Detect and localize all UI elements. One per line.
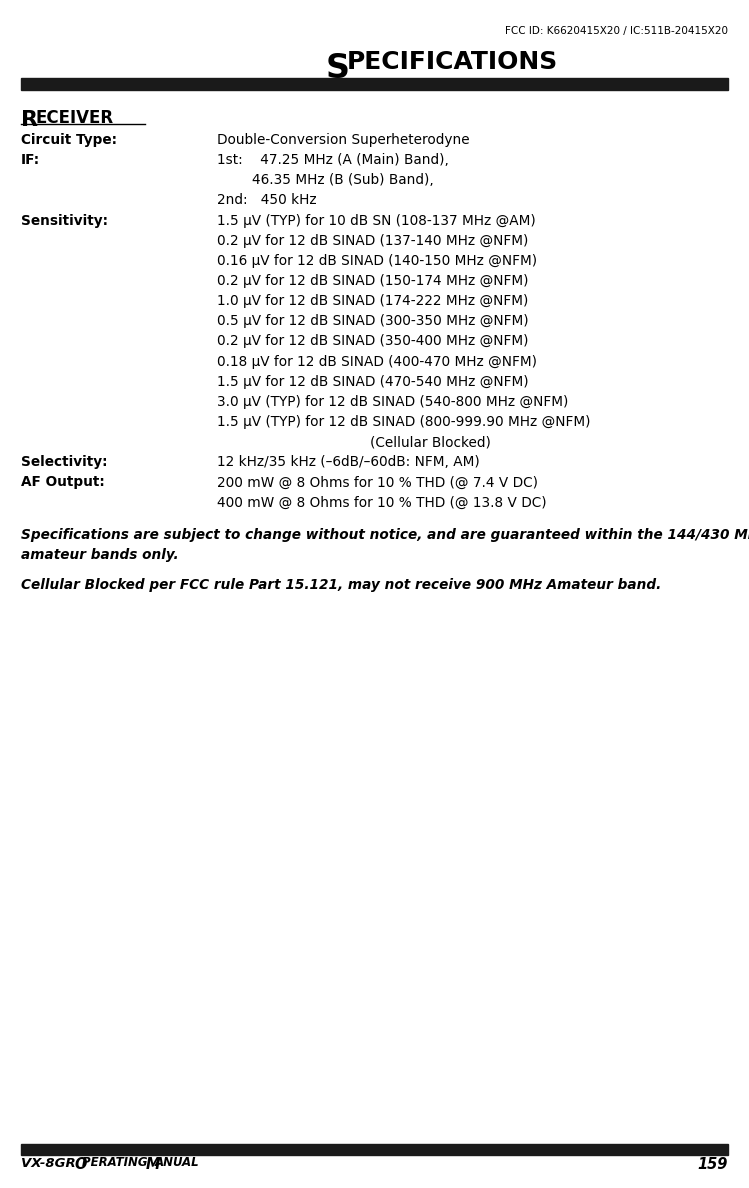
- Text: M: M: [145, 1157, 160, 1173]
- Text: 3.0 μV (TYP) for 12 dB SINAD (540-800 MHz @NFM): 3.0 μV (TYP) for 12 dB SINAD (540-800 MH…: [217, 394, 568, 409]
- Text: 0.18 μV for 12 dB SINAD (400-470 MHz @NFM): 0.18 μV for 12 dB SINAD (400-470 MHz @NF…: [217, 354, 537, 368]
- Text: 2nd:   450 kHz: 2nd: 450 kHz: [217, 194, 317, 208]
- Text: R: R: [21, 110, 38, 131]
- Text: 1.5 μV (TYP) for 10 dB SN (108-137 MHz @AM): 1.5 μV (TYP) for 10 dB SN (108-137 MHz @…: [217, 214, 536, 228]
- Text: 12 kHz/35 kHz (–6dB/–60dB: NFM, AM): 12 kHz/35 kHz (–6dB/–60dB: NFM, AM): [217, 455, 480, 469]
- Text: 0.16 μV for 12 dB SINAD (140-150 MHz @NFM): 0.16 μV for 12 dB SINAD (140-150 MHz @NF…: [217, 254, 537, 267]
- Text: 46.35 MHz (B (Sub) Band),: 46.35 MHz (B (Sub) Band),: [217, 173, 434, 188]
- Text: Selectivity:: Selectivity:: [21, 455, 107, 469]
- Text: ANUAL: ANUAL: [154, 1156, 199, 1169]
- Text: 0.5 μV for 12 dB SINAD (300-350 MHz @NFM): 0.5 μV for 12 dB SINAD (300-350 MHz @NFM…: [217, 315, 529, 328]
- Text: AF Output:: AF Output:: [21, 475, 105, 489]
- Text: Cellular Blocked per FCC rule Part 15.121, may not receive 900 MHz Amateur band.: Cellular Blocked per FCC rule Part 15.12…: [21, 579, 661, 592]
- Text: (Cellular Blocked): (Cellular Blocked): [217, 435, 491, 449]
- Text: 159: 159: [697, 1157, 728, 1173]
- Text: Double-Conversion Superheterodyne: Double-Conversion Superheterodyne: [217, 133, 470, 147]
- Text: 0.2 μV for 12 dB SINAD (350-400 MHz @NFM): 0.2 μV for 12 dB SINAD (350-400 MHz @NFM…: [217, 335, 529, 348]
- Text: ECEIVER: ECEIVER: [35, 109, 113, 127]
- Text: FCC ID: K6620415X20 / IC:511B-20415X20: FCC ID: K6620415X20 / IC:511B-20415X20: [505, 26, 728, 36]
- Text: S: S: [326, 52, 350, 86]
- Text: VX-8GR: VX-8GR: [21, 1157, 80, 1170]
- Text: Circuit Type:: Circuit Type:: [21, 133, 117, 147]
- Bar: [21, 1144, 728, 1155]
- Text: 1st:    47.25 MHz (A (Main) Band),: 1st: 47.25 MHz (A (Main) Band),: [217, 153, 449, 168]
- Text: IF:: IF:: [21, 153, 40, 168]
- Text: PECIFICATIONS: PECIFICATIONS: [347, 50, 558, 74]
- Bar: [21, 78, 728, 90]
- Text: 1.5 μV for 12 dB SINAD (470-540 MHz @NFM): 1.5 μV for 12 dB SINAD (470-540 MHz @NFM…: [217, 374, 529, 388]
- Text: 1.5 μV (TYP) for 12 dB SINAD (800-999.90 MHz @NFM): 1.5 μV (TYP) for 12 dB SINAD (800-999.90…: [217, 415, 591, 429]
- Text: 400 mW @ 8 Ohms for 10 % THD (@ 13.8 V DC): 400 mW @ 8 Ohms for 10 % THD (@ 13.8 V D…: [217, 495, 547, 510]
- Text: amateur bands only.: amateur bands only.: [21, 548, 178, 562]
- Text: Specifications are subject to change without notice, and are guaranteed within t: Specifications are subject to change wit…: [21, 527, 749, 542]
- Text: O: O: [75, 1157, 88, 1173]
- Text: PERATING: PERATING: [82, 1156, 152, 1169]
- Text: Sensitivity:: Sensitivity:: [21, 214, 108, 228]
- Text: 0.2 μV for 12 dB SINAD (137-140 MHz @NFM): 0.2 μV for 12 dB SINAD (137-140 MHz @NFM…: [217, 234, 529, 248]
- Text: 0.2 μV for 12 dB SINAD (150-174 MHz @NFM): 0.2 μV for 12 dB SINAD (150-174 MHz @NFM…: [217, 274, 529, 287]
- Text: 200 mW @ 8 Ohms for 10 % THD (@ 7.4 V DC): 200 mW @ 8 Ohms for 10 % THD (@ 7.4 V DC…: [217, 475, 539, 489]
- Text: 1.0 μV for 12 dB SINAD (174-222 MHz @NFM): 1.0 μV for 12 dB SINAD (174-222 MHz @NFM…: [217, 295, 529, 308]
